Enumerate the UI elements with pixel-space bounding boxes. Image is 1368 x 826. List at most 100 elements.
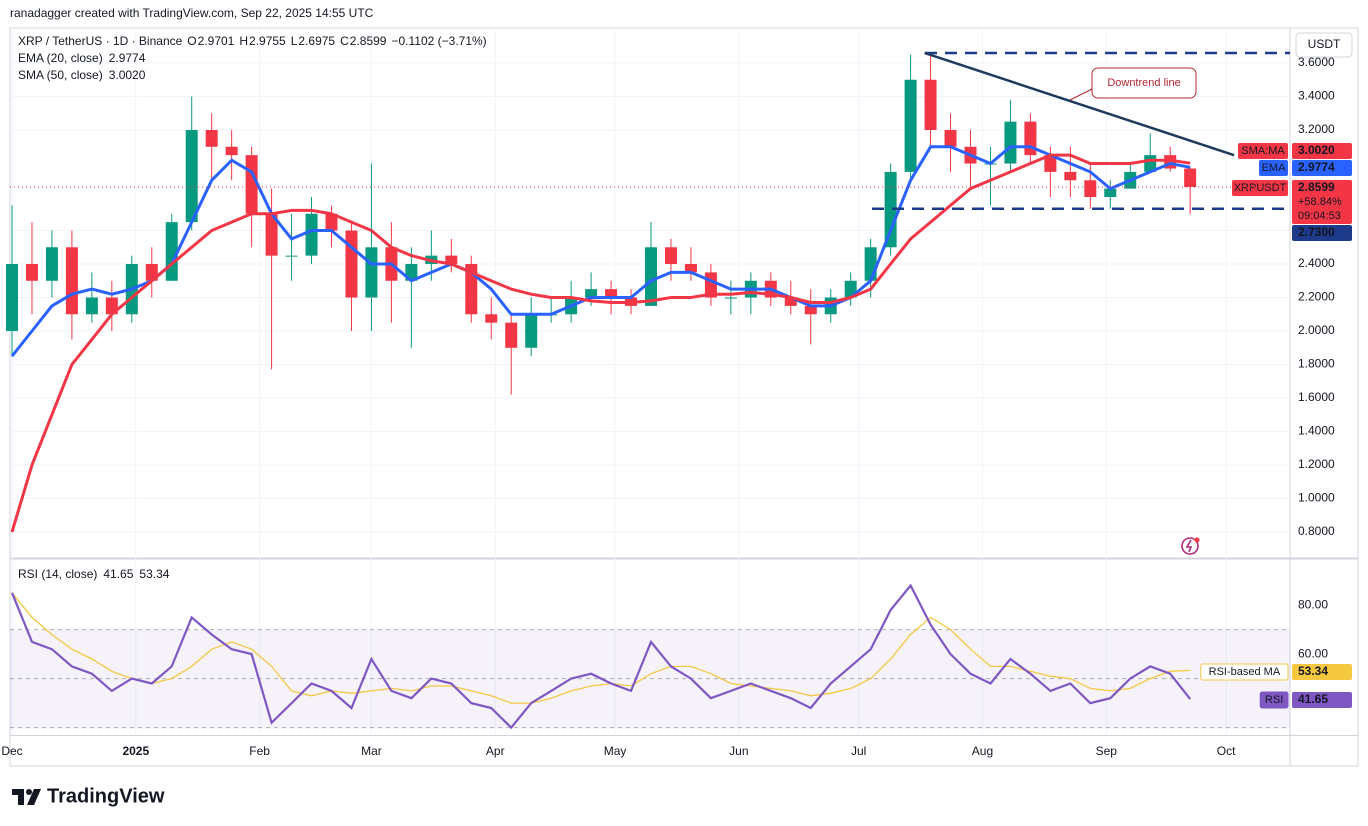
candle-body [505,322,518,348]
legend-text: H [239,34,248,48]
x-tick-label: May [604,744,627,758]
trend-line [924,51,1235,157]
candle-body [904,79,917,172]
candle-body [285,255,298,257]
legend-text: 2.6975 [298,34,335,48]
x-tick-label: Dec [1,744,22,758]
badge-label: SMA:MA [1241,145,1285,157]
rsi-badge-label-box [1259,691,1289,709]
y-tick-label: 3.6000 [1298,55,1335,69]
legend-text: 2.9701 [198,34,235,48]
candle-body [245,155,258,214]
candle-body [205,130,218,147]
candle-body [724,297,737,299]
logo-icon [12,789,41,805]
y-tick-label: 1.8000 [1298,357,1335,371]
candle-body [5,264,18,332]
price-badge-countdown: 09:04:53 [1298,210,1341,222]
legend-text: 2.9774 [109,51,146,65]
y-tick-label: 3.4000 [1298,89,1335,103]
x-tick-label: Mar [361,744,382,758]
rsi-badge-value: 41.65 [1298,692,1328,706]
y-tick-label: 1.0000 [1298,491,1335,505]
legend-text: 41.65 [103,567,133,581]
candle-body [265,213,278,256]
currency-button[interactable] [1295,32,1353,58]
currency-label: USDT [1308,37,1341,51]
candle-body [944,130,957,147]
legend-text: 53.34 [139,567,169,581]
y-tick-label: 2.2000 [1298,290,1335,304]
candle-body [65,247,78,315]
badge-value-box [1292,160,1352,176]
candle-body [1044,155,1057,172]
legend-text: 2.8599 [350,34,387,48]
rsi-line [10,583,1192,730]
candle-body [525,314,538,348]
header: ranadagger created with TradingView.com,… [10,6,374,20]
candle-body [1004,121,1017,164]
price-badge-label-box [1232,180,1288,196]
legend-text: EMA (20, close) [18,51,103,65]
x-tick-label: Aug [972,744,993,758]
candle-body [85,297,98,315]
candle-body [684,264,697,273]
candle-body [225,146,238,156]
y-tick-label: 1.6000 [1298,390,1335,404]
chart-frame [9,27,1359,767]
footer-brand: TradingView [47,785,165,807]
candle-body [485,314,498,323]
badge-value: 3.0020 [1298,143,1335,157]
legend-text: RSI (14, close) [18,567,97,581]
rsi-tick-label: 60.00 [1298,646,1328,660]
y-tick-label: 3.2000 [1298,122,1335,136]
candle-body [605,289,618,298]
candle-body [185,130,198,223]
candle-body [305,213,318,256]
candle-body [345,230,358,298]
level-badge-box [1292,225,1352,241]
legend-text: L [291,34,298,48]
candle-body [1104,188,1117,198]
legend-text: O [187,34,196,48]
candle-body [1184,168,1197,187]
candle-body [45,247,58,281]
legend-text: −0.1102 (−3.71%) [391,34,486,48]
badge-label: EMA [1262,162,1287,174]
rsi-badge-value: 53.34 [1298,664,1328,678]
candle-body [864,247,877,281]
candle-body [325,213,338,231]
rsi-badge-value-box [1292,664,1352,680]
badge-value-box [1292,143,1352,159]
legend-text: C [340,34,349,48]
candle-body [804,305,817,315]
rsi-badge-label-box [1200,663,1289,681]
candle-body [644,247,657,306]
y-tick-label: 2.0000 [1298,323,1335,337]
alert-icon[interactable] [1181,537,1200,555]
level-badge-value: 2.7300 [1298,225,1335,239]
rsi-tick-label: 80.00 [1298,597,1328,611]
legend-text: XRP / TetherUS · 1D · Binance [18,34,183,48]
price-badge-box [1292,180,1352,224]
candle-body [585,289,598,298]
annotation-box [1091,67,1197,99]
candle-body [924,79,937,131]
y-tick-label: 1.4000 [1298,424,1335,438]
badge-value: 2.9774 [1298,160,1335,174]
badge-label-box [1238,143,1288,159]
rsi-badge-label: RSI-based MA [1209,666,1281,678]
candle-body [664,247,677,265]
y-tick-label: 2.4000 [1298,256,1335,270]
ma-line [10,153,1191,533]
price-badge-change: +58.84% [1298,196,1342,208]
ma-line [10,145,1191,358]
x-tick-label: Feb [249,744,270,758]
candle-body [884,171,897,248]
x-tick-label: Sep [1096,744,1118,758]
legend-text: SMA (50, close) [18,68,103,82]
x-tick-label: Jul [851,744,866,758]
x-tick-label: 2025 [122,744,149,758]
legend-text: 2.9755 [249,34,286,48]
